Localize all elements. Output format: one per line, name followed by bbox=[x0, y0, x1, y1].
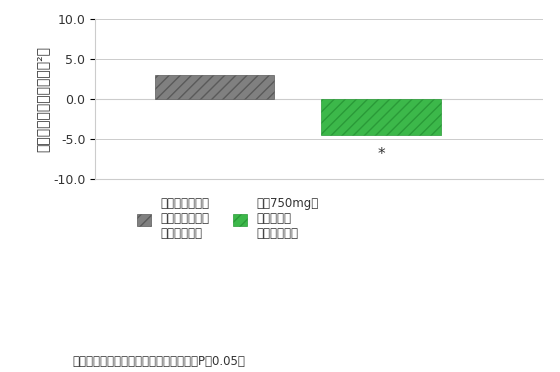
Text: *: * bbox=[377, 147, 385, 162]
Y-axis label: 内臓脂肪面積の増減（㎝²）: 内臓脂肪面積の増減（㎝²） bbox=[35, 46, 49, 151]
Text: ＊プラセボ飲料と比較して有意差あり（P＜0.05）: ＊プラセボ飲料と比較して有意差あり（P＜0.05） bbox=[73, 355, 246, 368]
Bar bbox=[155, 76, 274, 99]
Legend: 酢酸を含まない
比較用の飲料を
毎日とった人, 酢酸750mgを
含む飲料を
毎日とった人: 酢酸を含まない 比較用の飲料を 毎日とった人, 酢酸750mgを 含む飲料を 毎… bbox=[137, 197, 319, 240]
Bar bbox=[321, 99, 441, 135]
